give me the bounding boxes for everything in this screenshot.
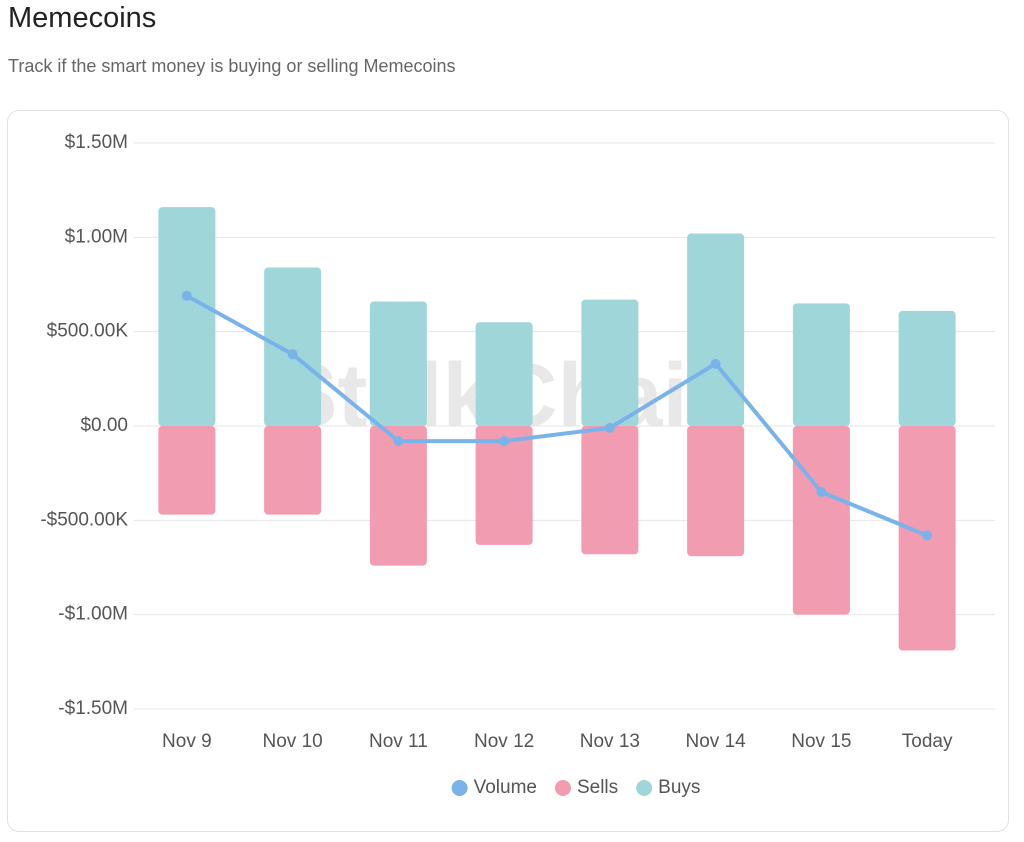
legend-label: Buys: [658, 777, 700, 798]
bar: [158, 207, 216, 426]
line-point: [393, 436, 404, 447]
legend-marker: [636, 780, 653, 796]
x-tick-label: Nov 14: [686, 731, 747, 752]
x-tick-label: Nov 13: [580, 731, 640, 752]
bar: [581, 299, 639, 426]
page-subtitle: Track if the smart money is buying or se…: [8, 56, 456, 76]
bar: [158, 426, 216, 515]
line-point: [816, 487, 827, 498]
y-tick-label: $500.00K: [47, 321, 129, 342]
x-tick-label: Nov 11: [369, 731, 428, 752]
y-tick-label: $1.00M: [65, 226, 128, 247]
bar: [687, 233, 745, 426]
x-tick-label: Today: [902, 731, 953, 752]
y-tick-label: -$1.00M: [58, 604, 128, 625]
bar: [792, 426, 850, 615]
x-tick-label: Nov 10: [263, 731, 323, 752]
bar: [581, 426, 639, 555]
y-tick-label: $0.00: [80, 415, 128, 436]
y-tick-label: -$500.00K: [40, 509, 128, 530]
line-point: [181, 290, 192, 301]
bar: [475, 426, 533, 545]
bar: [264, 426, 322, 515]
line: [185, 294, 928, 538]
line-point: [922, 530, 933, 541]
x-tick-label: Nov 15: [791, 731, 851, 752]
bar: [369, 426, 427, 566]
legend-label: Volume: [474, 777, 537, 798]
y-tick-label: -$1.50M: [58, 698, 128, 719]
line-point: [287, 349, 298, 360]
page-title: Memecoins: [8, 2, 157, 34]
bar: [369, 301, 427, 426]
line-point: [604, 422, 615, 433]
y-tick-label: $1.50M: [65, 132, 128, 153]
x-tick-label: Nov 9: [162, 731, 212, 752]
chart-card: [7, 110, 1009, 832]
x-tick-label: Nov 12: [474, 731, 534, 752]
line-point: [710, 358, 721, 369]
line-point: [499, 436, 510, 447]
legend-marker: [451, 780, 468, 796]
bar: [264, 267, 322, 426]
bar: [792, 303, 850, 426]
legend-label: Sells: [577, 777, 618, 798]
bar: [687, 426, 745, 557]
legend-marker: [554, 780, 571, 796]
bar: [898, 310, 956, 426]
bar: [475, 322, 533, 426]
